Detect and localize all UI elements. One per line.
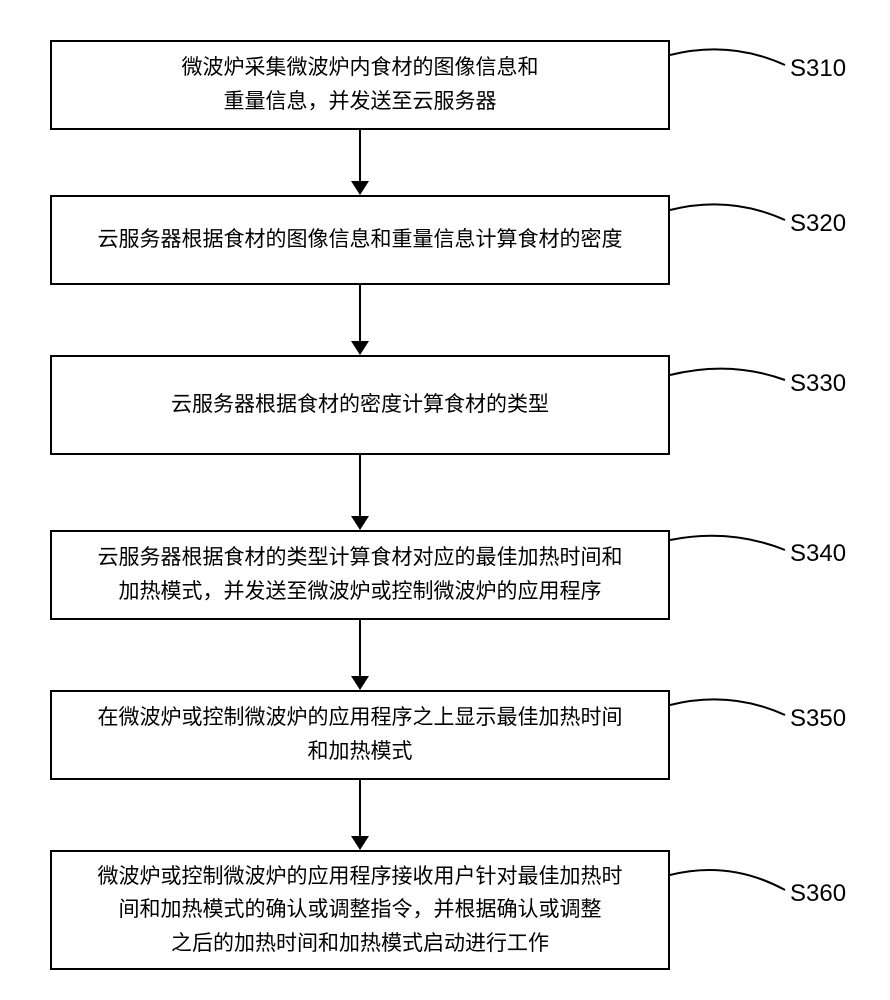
step-text: 微波炉或控制微波炉的应用程序接收用户针对最佳加热时间和加热模式的确认或调整指令，…	[98, 860, 623, 961]
leader-line	[670, 860, 790, 915]
arrowhead-icon	[351, 181, 369, 195]
step-text: 微波炉采集微波炉内食材的图像信息和重量信息，并发送至云服务器	[182, 51, 539, 118]
leader-line	[670, 40, 790, 85]
leader-line	[670, 360, 790, 405]
leader-line	[670, 690, 790, 735]
leader-line	[670, 530, 790, 575]
connector-line	[359, 285, 361, 341]
step-box-s310: 微波炉采集微波炉内食材的图像信息和重量信息，并发送至云服务器	[50, 40, 670, 130]
flowchart-container: 微波炉采集微波炉内食材的图像信息和重量信息，并发送至云服务器 S310 云服务器…	[0, 40, 890, 1000]
step-text: 云服务器根据食材的类型计算食材对应的最佳加热时间和加热模式，并发送至微波炉或控制…	[98, 541, 623, 608]
step-box-s350: 在微波炉或控制微波炉的应用程序之上显示最佳加热时间和加热模式	[50, 690, 670, 780]
step-box-s360: 微波炉或控制微波炉的应用程序接收用户针对最佳加热时间和加热模式的确认或调整指令，…	[50, 850, 670, 970]
step-box-s330: 云服务器根据食材的密度计算食材的类型	[50, 355, 670, 455]
connector-line	[359, 620, 361, 676]
step-label-s330: S330	[790, 370, 846, 398]
step-label-s340: S340	[790, 540, 846, 568]
step-box-s340: 云服务器根据食材的类型计算食材对应的最佳加热时间和加热模式，并发送至微波炉或控制…	[50, 530, 670, 620]
arrowhead-icon	[351, 676, 369, 690]
connector-line	[359, 780, 361, 836]
step-label-s360: S360	[790, 880, 846, 908]
step-label-s310: S310	[790, 55, 846, 83]
connector-line	[359, 455, 361, 516]
step-label-s350: S350	[790, 705, 846, 733]
step-box-s320: 云服务器根据食材的图像信息和重量信息计算食材的密度	[50, 195, 670, 285]
arrowhead-icon	[351, 836, 369, 850]
step-label-s320: S320	[790, 210, 846, 238]
arrowhead-icon	[351, 516, 369, 530]
step-text: 云服务器根据食材的图像信息和重量信息计算食材的密度	[98, 223, 623, 257]
step-text: 云服务器根据食材的密度计算食材的类型	[171, 388, 549, 422]
connector-line	[359, 130, 361, 181]
arrowhead-icon	[351, 341, 369, 355]
leader-line	[670, 195, 790, 240]
step-text: 在微波炉或控制微波炉的应用程序之上显示最佳加热时间和加热模式	[98, 701, 623, 768]
